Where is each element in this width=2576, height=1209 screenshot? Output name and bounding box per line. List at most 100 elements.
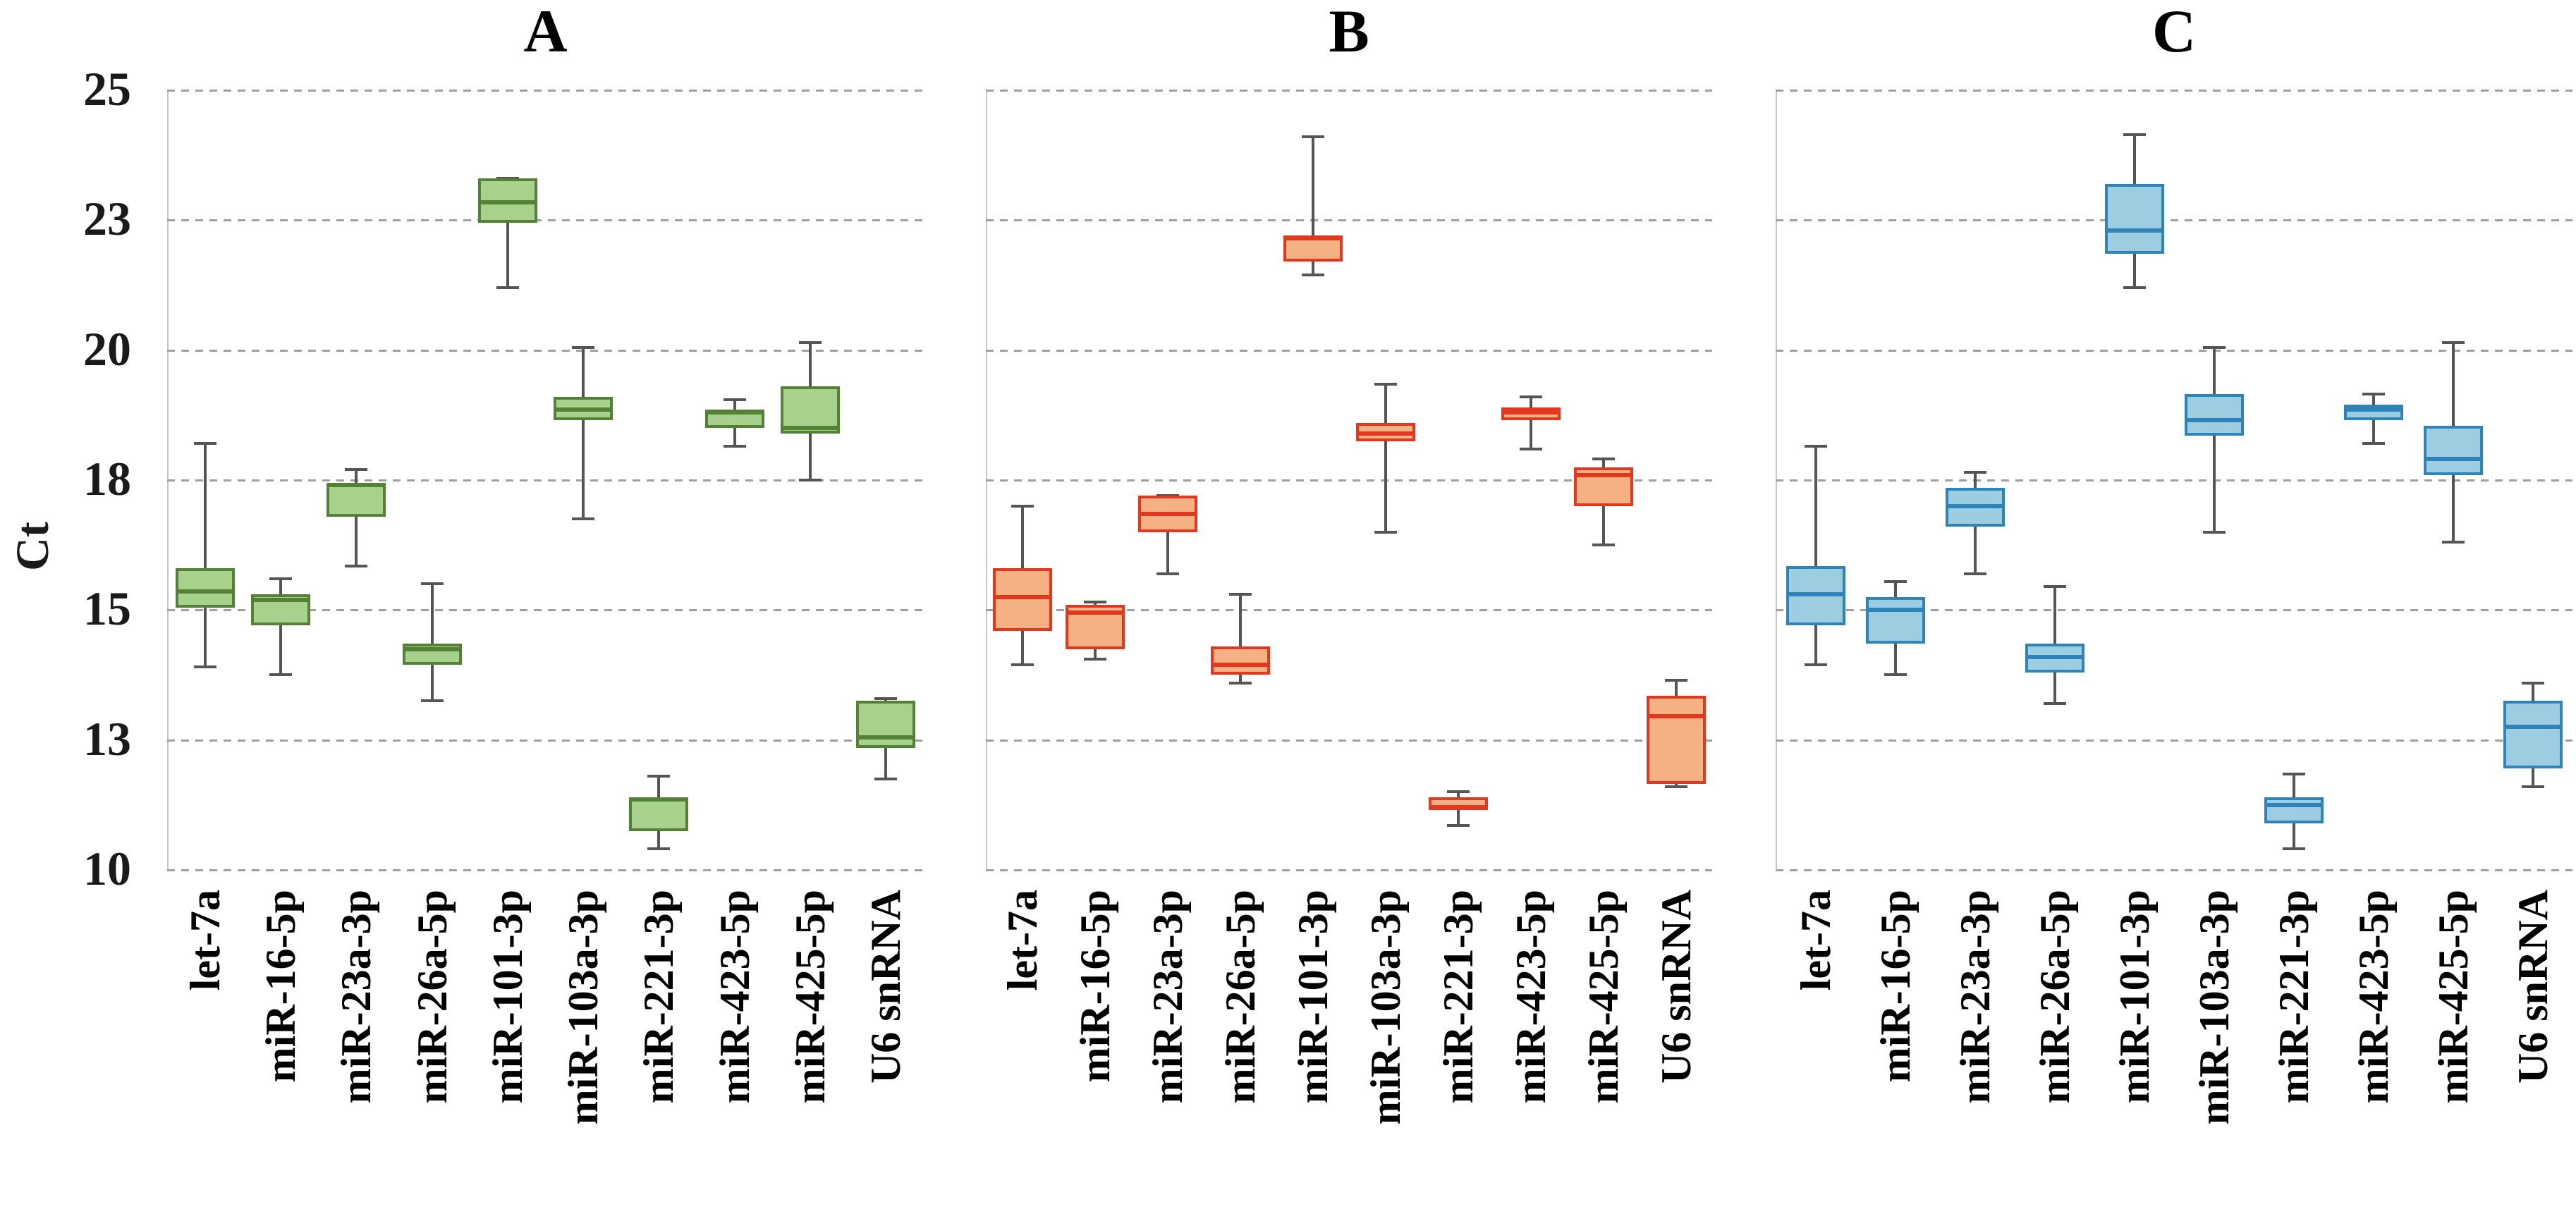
- gridline-20: [1776, 349, 2572, 352]
- x-category-label: miR-101-3p: [484, 889, 531, 1104]
- median-line: [329, 483, 384, 488]
- whisker-cap: [193, 665, 216, 669]
- whisker-cap: [2362, 442, 2385, 446]
- box-miR-221-3p: [2264, 797, 2324, 823]
- whisker-cap: [2123, 133, 2146, 136]
- whisker: [1166, 496, 1169, 574]
- whisker: [2212, 347, 2216, 532]
- median-line: [2187, 418, 2241, 423]
- whisker: [430, 584, 434, 701]
- whisker: [1384, 383, 1387, 532]
- boxplot-panel: B let-7a miR-16-5p miR-23a-3p miR-26a-5p miR…: [986, 0, 1712, 1209]
- whisker-cap: [2282, 772, 2305, 775]
- median-line: [556, 407, 611, 412]
- y-tick-label: 23: [83, 192, 131, 246]
- x-category-label: U6 snRNA: [862, 889, 910, 1084]
- gridline-25: [167, 90, 924, 92]
- whisker: [355, 470, 358, 566]
- whisker-cap: [1446, 790, 1470, 794]
- box-miR-425-5p: [2423, 425, 2483, 475]
- median-line: [783, 426, 838, 431]
- box-U6 snRNA: [856, 701, 916, 748]
- x-category-label: miR-423-5p: [1507, 889, 1554, 1104]
- whisker-cap: [1083, 658, 1106, 661]
- whisker-cap: [1301, 135, 1324, 139]
- gridline-13: [986, 739, 1712, 742]
- x-category-label: miR-423-5p: [711, 889, 758, 1104]
- whisker-cap: [723, 398, 746, 401]
- x-category-label: miR-26a-5p: [1216, 889, 1264, 1104]
- gridline-15: [986, 609, 1712, 612]
- boxplot-panel: C let-7a miR-16-5p miR-23a-3p miR-26a-5p miR…: [1776, 0, 2572, 1209]
- whisker-cap: [723, 445, 746, 448]
- whisker-cap: [1011, 504, 1034, 508]
- whisker: [1311, 137, 1314, 275]
- box-miR-101-3p: [2104, 183, 2164, 254]
- x-category-label: miR-101-3p: [2111, 889, 2158, 1104]
- whisker-cap: [647, 775, 671, 778]
- x-category-label: miR-221-3p: [635, 889, 683, 1104]
- whisker-cap: [1963, 470, 1986, 474]
- gridline-18: [1776, 479, 2572, 481]
- median-line: [1140, 511, 1195, 516]
- x-category-label: miR-23a-3p: [333, 889, 380, 1104]
- whisker-cap: [1083, 601, 1106, 604]
- x-category-label: miR-16-5p: [1872, 889, 1919, 1083]
- whisker-cap: [345, 468, 368, 472]
- x-category-label: miR-423-5p: [2350, 889, 2397, 1104]
- median-line: [1948, 503, 2002, 508]
- boxplot-panel: A let-7a miR-16-5p miR-23a-3p miR-26a-5p miR…: [167, 0, 924, 1209]
- median-line: [1788, 592, 1843, 597]
- median-line: [1649, 714, 1703, 719]
- whisker-cap: [1228, 593, 1252, 596]
- whisker-cap: [1519, 447, 1542, 450]
- x-category-label: let-7a: [999, 889, 1046, 991]
- whisker-cap: [1228, 681, 1252, 685]
- x-category-label: miR-16-5p: [257, 889, 304, 1083]
- x-category-label: miR-101-3p: [1289, 889, 1336, 1104]
- whisker-cap: [1301, 273, 1324, 276]
- median-line: [480, 200, 535, 204]
- median-line: [2107, 228, 2161, 233]
- whisker-cap: [2043, 702, 2066, 705]
- gridline-10: [1776, 869, 2572, 871]
- box-miR-16-5p: [250, 594, 310, 626]
- gridline-23: [1776, 219, 2572, 222]
- median-line: [2027, 654, 2082, 659]
- median-line: [1431, 805, 1485, 810]
- gridline-13: [1776, 739, 2572, 742]
- whisker-cap: [647, 847, 671, 851]
- panel-title: C: [2151, 0, 2197, 65]
- whisker-cap: [874, 696, 898, 700]
- whisker-cap: [1804, 445, 1827, 448]
- box-U6 snRNA: [1646, 695, 1706, 785]
- box-let-7a: [992, 568, 1052, 631]
- gridline-20: [167, 349, 924, 352]
- x-category-label: U6 snRNA: [1652, 889, 1699, 1084]
- gridline-10: [167, 869, 924, 871]
- whisker: [1529, 397, 1532, 449]
- y-tick-label: 20: [83, 321, 131, 376]
- x-category-label: miR-26a-5p: [2031, 889, 2078, 1104]
- y-tick-label: 15: [83, 582, 131, 636]
- gridline-18: [986, 479, 1712, 481]
- box-miR-16-5p: [1865, 596, 1925, 644]
- x-category-label: miR-23a-3p: [1951, 889, 1998, 1104]
- median-line: [859, 735, 913, 739]
- gridline-15: [1776, 609, 2572, 612]
- x-category-label: miR-16-5p: [1071, 889, 1118, 1083]
- whisker-cap: [2521, 785, 2544, 788]
- x-category-label: U6 snRNA: [2509, 889, 2556, 1084]
- whisker-cap: [420, 699, 444, 703]
- gridline-10: [986, 869, 1712, 871]
- whisker-cap: [874, 777, 898, 780]
- whisker-cap: [1011, 663, 1034, 666]
- whisker-cap: [345, 564, 368, 567]
- whisker-cap: [1664, 678, 1687, 682]
- gridline-20: [986, 349, 1712, 352]
- x-category-label: miR-221-3p: [2270, 889, 2317, 1104]
- median-line: [632, 797, 686, 802]
- gridline-18: [167, 479, 924, 481]
- y-tick-label: 13: [83, 711, 131, 766]
- whisker-cap: [2441, 541, 2465, 544]
